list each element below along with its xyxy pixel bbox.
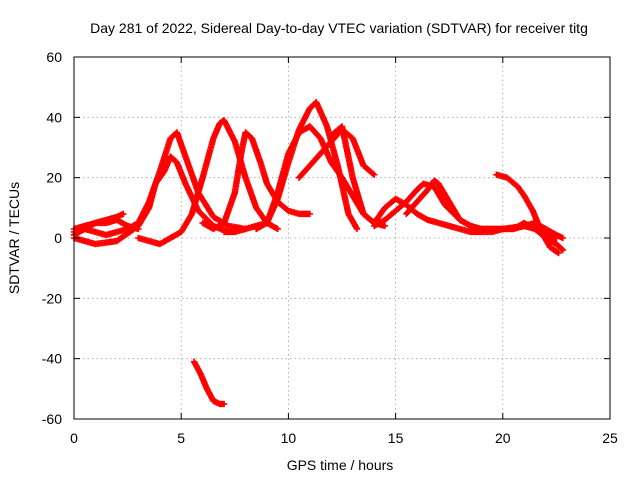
data-point [555,249,562,257]
data-point [306,210,314,218]
data-point [220,400,228,408]
series-track-13 [190,358,228,408]
x-tick-label: 0 [70,430,78,446]
data-point [369,170,377,177]
y-tick-label: 0 [54,230,62,246]
y-tick-label: -60 [42,411,62,427]
data-point [558,245,565,253]
series-track-8 [328,123,485,236]
chart-title: Day 281 of 2022, Sidereal Day-to-day VTE… [90,20,588,36]
series-track-4 [199,129,314,233]
data-point [274,225,281,233]
y-axis-label: SDTVAR / TECUs [6,182,22,294]
data-point [120,210,127,218]
x-tick-label: 15 [388,430,404,446]
grid [74,57,610,419]
data-point [381,222,389,230]
data-point [135,225,142,233]
data-point [370,171,378,178]
x-tick-label: 20 [495,430,511,446]
x-axis-label: GPS time / hours [287,457,394,473]
axis-ticks [73,56,611,420]
series-track-15 [70,216,142,236]
data-point [554,249,561,256]
data-point [559,234,567,242]
y-tick-label: -40 [42,351,62,367]
y-tick-label: -20 [42,290,62,306]
data-point [353,225,361,233]
series-track-12 [478,219,567,254]
y-tick-label: 40 [46,109,62,125]
x-tick-label: 5 [177,430,185,446]
data-point [559,246,567,254]
x-tick-label: 10 [281,430,297,446]
x-tick-label: 25 [602,430,618,446]
y-tick-label: 20 [46,170,62,186]
data-marks [70,99,567,408]
y-tick-label: 60 [46,49,62,65]
